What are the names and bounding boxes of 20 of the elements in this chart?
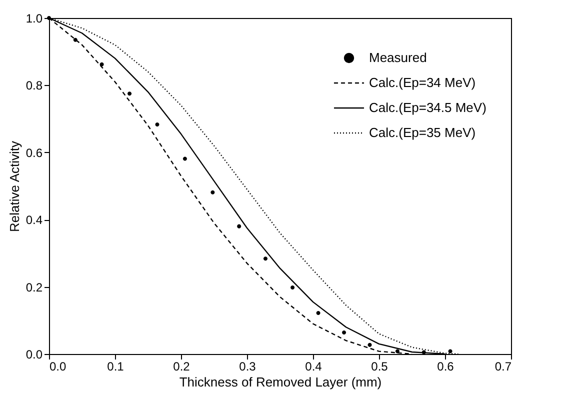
x-tick-label: 0.6 xyxy=(437,360,454,374)
y-axis-title: Relative Activity xyxy=(6,140,22,232)
y-tick-label: 0.8 xyxy=(26,78,43,93)
y-tick-label: 0.2 xyxy=(26,280,43,294)
y-tick-label: 0.4 xyxy=(26,213,43,228)
legend-label: Calc.(Ep=34.5 MeV) xyxy=(369,100,486,115)
legend-label: Calc.(Ep=34 MeV) xyxy=(369,75,476,90)
x-tick-label: 0.4 xyxy=(305,360,322,374)
legend-label: Calc.(Ep=35 MeV) xyxy=(369,125,476,140)
legend-label: Measured xyxy=(369,50,427,65)
x-axis-title: Thickness of Removed Layer (mm) xyxy=(179,374,382,390)
x-tick-label: 0.3 xyxy=(239,360,256,374)
y-tick-label: 1.0 xyxy=(26,12,43,26)
x-tick-label: 0.5 xyxy=(371,360,388,374)
x-tick-label: 0.1 xyxy=(107,360,124,374)
y-tick-label: 0.6 xyxy=(26,146,43,160)
x-tick-label: 0.2 xyxy=(173,360,190,374)
x-tick-label: 0.0 xyxy=(50,360,67,374)
y-tick-label: 0.0 xyxy=(26,348,43,362)
x-tick-label: 0.7 xyxy=(494,360,512,374)
